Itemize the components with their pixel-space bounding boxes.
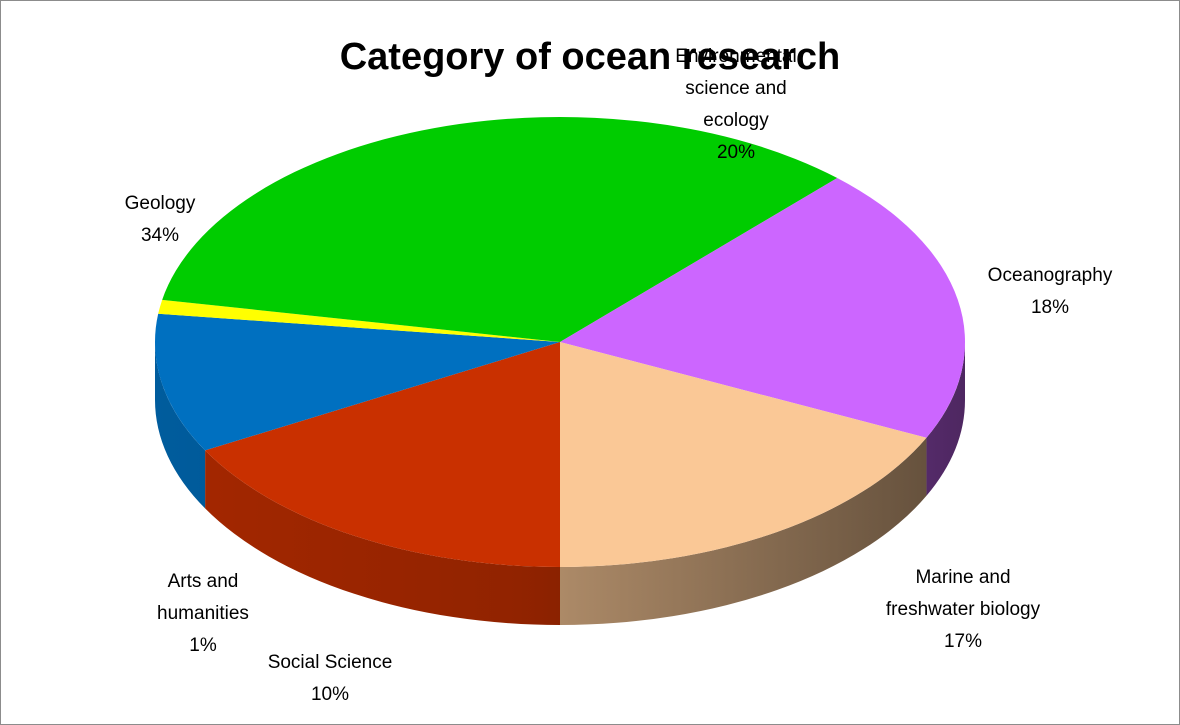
data-label-marine-and-freshwater-biology: Marine and freshwater biology 17%: [886, 567, 1041, 652]
pie-slice-oceanography: [560, 342, 927, 567]
data-label-environmental-science-and-ecology: Environmental science and ecology 20%: [675, 46, 796, 163]
data-label-social-science: Social Science 10%: [268, 652, 393, 705]
pie-tops: [154, 116, 965, 567]
pie-slice-environmental-science-and-ecology: [560, 177, 965, 438]
pie-slice-arts-and-humanities: [158, 299, 560, 342]
pie-sides: [155, 342, 965, 625]
pie-labels: Marine and freshwater biology 17% Social Sc…: [125, 46, 1113, 705]
chart-title: Category of ocean research: [339, 36, 841, 78]
pie-side-social-science: [155, 342, 206, 509]
data-label-oceanography: Oceanography 18%: [988, 265, 1113, 318]
pie-side-marine-and-freshwater-biology: [205, 450, 560, 625]
pie-slice-marine-and-freshwater-biology: [205, 342, 560, 567]
data-label-geology: Geology 34%: [125, 193, 196, 246]
pie-slice-geology: [162, 116, 838, 342]
pie-side-environmental-science-and-ecology: [926, 342, 965, 496]
data-label-arts-and-humanities: Arts and humanities 1%: [157, 571, 249, 656]
pie-side-oceanography: [560, 437, 927, 625]
pie-slice-social-science: [154, 313, 560, 451]
